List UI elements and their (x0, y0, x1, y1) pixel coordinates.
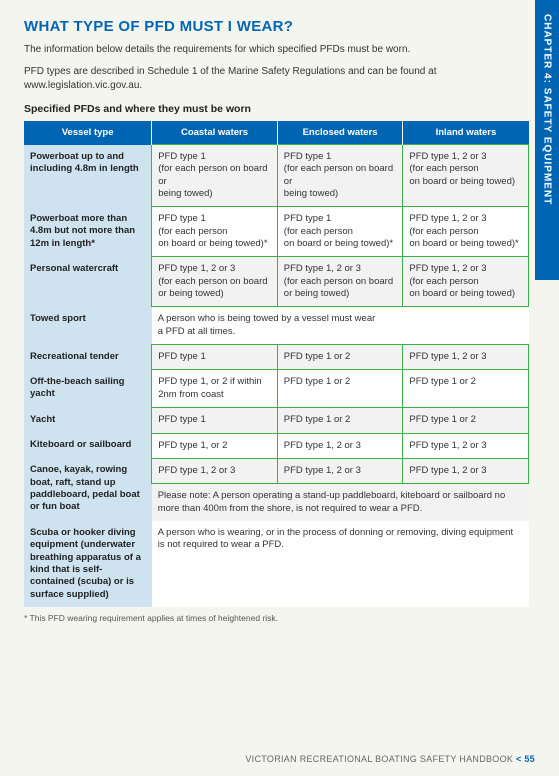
table-row: Powerboat up to and including 4.8m in le… (24, 145, 529, 207)
table-row: Powerboat more than 4.8m but not more th… (24, 207, 529, 257)
inland-cell: PFD type 1, 2 or 3 (for each person on b… (403, 145, 529, 207)
inland-cell: PFD type 1, 2 or 3 (for each person on b… (403, 207, 529, 257)
table-row: Personal watercraftPFD type 1, 2 or 3 (f… (24, 257, 529, 307)
inland-cell: PFD type 1 or 2 (403, 370, 529, 408)
coastal-cell: PFD type 1 (152, 408, 278, 433)
enclosed-cell: PFD type 1 (for each person on board or … (277, 145, 403, 207)
table-footnote: * This PFD wearing requirement applies a… (24, 613, 535, 623)
coastal-cell: PFD type 1 (for each person on board or … (152, 207, 278, 257)
col-header-enclosed: Enclosed waters (277, 121, 403, 145)
vessel-type-cell: Towed sport (24, 307, 152, 345)
vessel-type-cell: Personal watercraft (24, 257, 152, 307)
vessel-type-cell: Scuba or hooker diving equipment (underw… (24, 521, 152, 607)
table-subheading: Specified PFDs and where they must be wo… (24, 103, 535, 115)
table-row: YachtPFD type 1PFD type 1 or 2PFD type 1… (24, 408, 529, 433)
footer-separator: < (513, 754, 524, 764)
spanned-cell: A person who is wearing, or in the proce… (152, 521, 529, 607)
vessel-type-cell: Kiteboard or sailboard (24, 433, 152, 458)
table-row: Off-the-beach sailing yachtPFD type 1, o… (24, 370, 529, 408)
table-row: Canoe, kayak, rowing boat, raft, stand u… (24, 458, 529, 483)
page-footer: VICTORIAN RECREATIONAL BOATING SAFETY HA… (245, 754, 535, 764)
enclosed-cell: PFD type 1, 2 or 3 (for each person on b… (277, 257, 403, 307)
footer-page-number: 55 (524, 754, 535, 764)
col-header-coastal: Coastal waters (152, 121, 278, 145)
inland-cell: PFD type 1, 2 or 3 (for each person on b… (403, 257, 529, 307)
coastal-cell: PFD type 1, or 2 (152, 433, 278, 458)
inland-cell: PFD type 1 or 2 (403, 408, 529, 433)
pfd-requirements-table: Vessel type Coastal waters Enclosed wate… (24, 121, 529, 607)
enclosed-cell: PFD type 1 (for each person on board or … (277, 207, 403, 257)
vessel-type-cell: Canoe, kayak, rowing boat, raft, stand u… (24, 458, 152, 521)
table-row: Recreational tenderPFD type 1PFD type 1 … (24, 345, 529, 370)
vessel-type-cell: Powerboat more than 4.8m but not more th… (24, 207, 152, 257)
col-header-vessel: Vessel type (24, 121, 152, 145)
spanned-cell: A person who is being towed by a vessel … (152, 307, 529, 345)
enclosed-cell: PFD type 1, 2 or 3 (277, 433, 403, 458)
intro-paragraph-2: PFD types are described in Schedule 1 of… (24, 65, 535, 93)
intro-paragraph-1: The information below details the requir… (24, 43, 535, 57)
table-header-row: Vessel type Coastal waters Enclosed wate… (24, 121, 529, 145)
vessel-type-cell: Off-the-beach sailing yacht (24, 370, 152, 408)
enclosed-cell: PFD type 1 or 2 (277, 408, 403, 433)
inland-cell: PFD type 1, 2 or 3 (403, 458, 529, 483)
coastal-cell: PFD type 1 (152, 345, 278, 370)
inland-cell: PFD type 1, 2 or 3 (403, 433, 529, 458)
vessel-type-cell: Recreational tender (24, 345, 152, 370)
page-heading: WHAT TYPE OF PFD MUST I WEAR? (24, 18, 535, 35)
table-row: Towed sportA person who is being towed b… (24, 307, 529, 345)
table-row: Scuba or hooker diving equipment (underw… (24, 521, 529, 607)
vessel-type-cell: Powerboat up to and including 4.8m in le… (24, 145, 152, 207)
coastal-cell: PFD type 1, 2 or 3 (152, 458, 278, 483)
enclosed-cell: PFD type 1, 2 or 3 (277, 458, 403, 483)
table-row: Kiteboard or sailboardPFD type 1, or 2PF… (24, 433, 529, 458)
enclosed-cell: PFD type 1 or 2 (277, 370, 403, 408)
coastal-cell: PFD type 1 (for each person on board or … (152, 145, 278, 207)
inland-cell: PFD type 1, 2 or 3 (403, 345, 529, 370)
footer-title: VICTORIAN RECREATIONAL BOATING SAFETY HA… (245, 754, 513, 764)
note-cell: Please note: A person operating a stand-… (152, 484, 529, 521)
coastal-cell: PFD type 1, or 2 if within 2nm from coas… (152, 370, 278, 408)
enclosed-cell: PFD type 1 or 2 (277, 345, 403, 370)
chapter-side-tab: CHAPTER 4: SAFETY EQUIPMENT (535, 0, 559, 280)
vessel-type-cell: Yacht (24, 408, 152, 433)
coastal-cell: PFD type 1, 2 or 3 (for each person on b… (152, 257, 278, 307)
col-header-inland: Inland waters (403, 121, 529, 145)
